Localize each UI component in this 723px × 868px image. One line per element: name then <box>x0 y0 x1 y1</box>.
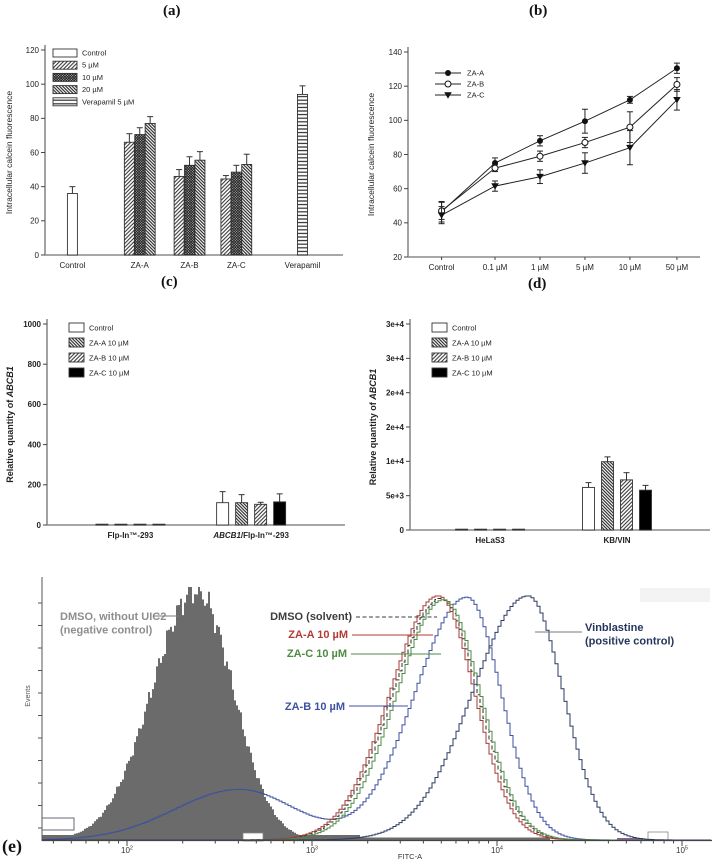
svg-text:ZA-C: ZA-C <box>227 261 246 270</box>
svg-text:120: 120 <box>389 82 403 91</box>
svg-text:Control: Control <box>82 49 107 58</box>
svg-text:400: 400 <box>28 440 42 449</box>
svg-text:102: 102 <box>121 846 133 856</box>
svg-text:3e+4: 3e+4 <box>386 354 405 363</box>
panel-label-a: (a) <box>163 3 181 19</box>
svg-text:Control: Control <box>452 324 477 333</box>
svg-text:Intracellular calcein fluoresc: Intracellular calcein fluorescence <box>366 93 376 217</box>
svg-text:ZA-A 10 µM: ZA-A 10 µM <box>452 339 492 348</box>
svg-text:2e+4: 2e+4 <box>386 423 405 432</box>
svg-text:Control: Control <box>60 261 86 270</box>
svg-text:ZA-B 10 µM: ZA-B 10 µM <box>89 354 129 363</box>
chart-abcb1-kbvin-bar: 0 5e+3 1e+4 2e+4 2e+4 3e+4 3e+4 Relative quanti… <box>368 319 710 545</box>
svg-text:ZA-B: ZA-B <box>467 80 484 89</box>
svg-text:60: 60 <box>393 184 402 193</box>
chart-abcb1-flpin-bar: 0 200 400 600 800 1000 Relative quantity of AB… <box>5 319 345 540</box>
svg-text:ZA-A: ZA-A <box>131 261 150 270</box>
svg-text:ZA-C 10 µM: ZA-C 10 µM <box>452 369 493 378</box>
svg-text:40: 40 <box>30 182 39 191</box>
svg-text:ZA-A: ZA-A <box>467 69 484 78</box>
svg-text:Intracellular calcein fluoresc: Intracellular calcein fluorescence <box>4 91 14 215</box>
svg-text:(positive control): (positive control) <box>585 636 675 648</box>
svg-text:0: 0 <box>37 521 42 530</box>
svg-text:Control: Control <box>89 324 114 333</box>
svg-text:1000: 1000 <box>23 320 41 329</box>
chart-calcein-bar: 0 20 40 60 80 100 120 Intracellular calcein flu… <box>4 45 343 270</box>
svg-text:ZA-B 10 µM: ZA-B 10 µM <box>285 701 345 713</box>
svg-text:2e+4: 2e+4 <box>386 388 405 397</box>
svg-text:104: 104 <box>491 846 503 856</box>
svg-text:KB/VIN: KB/VIN <box>603 536 630 545</box>
svg-text:50 µM: 50 µM <box>666 263 689 272</box>
svg-text:1e+4: 1e+4 <box>386 457 405 466</box>
svg-text:Verapamil 5 µM: Verapamil 5 µM <box>82 97 134 106</box>
svg-text:20: 20 <box>393 253 402 262</box>
svg-text:105: 105 <box>676 846 688 856</box>
svg-text:ZA-C: ZA-C <box>467 91 485 100</box>
svg-text:DMSO (solvent): DMSO (solvent) <box>270 611 352 623</box>
svg-text:Relative quantity of ABCB1: Relative quantity of ABCB1 <box>5 366 15 483</box>
svg-text:20: 20 <box>30 217 39 226</box>
svg-text:ZA-A 10 µM: ZA-A 10 µM <box>89 339 129 348</box>
svg-text:60: 60 <box>30 148 39 157</box>
svg-text:3e+4: 3e+4 <box>386 320 405 329</box>
panel-label-b: (b) <box>529 3 548 19</box>
panel-label-e: (e) <box>2 836 22 856</box>
svg-text:5e+3: 5e+3 <box>386 491 405 500</box>
svg-text:ZA-A 10 µM: ZA-A 10 µM <box>288 629 348 641</box>
svg-text:ZA-B 10 µM: ZA-B 10 µM <box>452 354 492 363</box>
svg-text:120: 120 <box>26 46 40 55</box>
svg-text:0: 0 <box>35 251 40 260</box>
svg-text:0: 0 <box>400 526 405 535</box>
svg-text:Flp-In™-293: Flp-In™-293 <box>108 531 154 540</box>
svg-text:80: 80 <box>30 114 39 123</box>
svg-text:Events: Events <box>25 685 32 707</box>
svg-text:200: 200 <box>28 481 42 490</box>
svg-text:DMSO, without UIC2: DMSO, without UIC2 <box>60 611 166 623</box>
svg-text:ZA-C 10 µM: ZA-C 10 µM <box>89 369 130 378</box>
svg-text:800: 800 <box>28 360 42 369</box>
svg-text:80: 80 <box>393 150 402 159</box>
svg-text:Relative quantity of ABCB1: Relative quantity of ABCB1 <box>368 369 378 486</box>
svg-text:ZA-C 10 µM: ZA-C 10 µM <box>287 648 347 660</box>
svg-text:600: 600 <box>28 400 42 409</box>
svg-text:1 µM: 1 µM <box>531 263 549 272</box>
chart-flow-cytometry-histogram: 102 103 104 105 FITC-A Events DMSO, without UI… <box>25 577 712 861</box>
svg-text:140: 140 <box>389 48 403 57</box>
svg-text:100: 100 <box>389 116 403 125</box>
svg-text:20 µM: 20 µM <box>82 85 103 94</box>
svg-text:HeLaS3: HeLaS3 <box>475 536 505 545</box>
svg-text:(negative control): (negative control) <box>60 625 153 637</box>
svg-text:FITC-A: FITC-A <box>398 852 422 861</box>
svg-text:10 µM: 10 µM <box>82 73 103 82</box>
chart-calcein-concentration-line: 20 40 60 80 100 120 140 Intracellular calcein f… <box>366 47 700 272</box>
svg-text:103: 103 <box>306 846 318 856</box>
svg-text:40: 40 <box>393 219 402 228</box>
svg-text:5 µM: 5 µM <box>82 61 99 70</box>
svg-text:Verapamil: Verapamil <box>285 261 321 270</box>
svg-text:ZA-B: ZA-B <box>180 261 198 270</box>
panel-label-d: (d) <box>528 276 547 292</box>
svg-text:10 µM: 10 µM <box>619 263 642 272</box>
svg-text:0.1 µM: 0.1 µM <box>483 263 508 272</box>
panel-label-c: (c) <box>161 274 178 290</box>
svg-text:Vinblastine: Vinblastine <box>585 622 643 634</box>
svg-text:100: 100 <box>26 80 40 89</box>
svg-text:5 µM: 5 µM <box>576 263 594 272</box>
svg-text:Control: Control <box>429 263 455 272</box>
svg-text:ABCB1/Flp-In™-293: ABCB1/Flp-In™-293 <box>212 531 289 540</box>
